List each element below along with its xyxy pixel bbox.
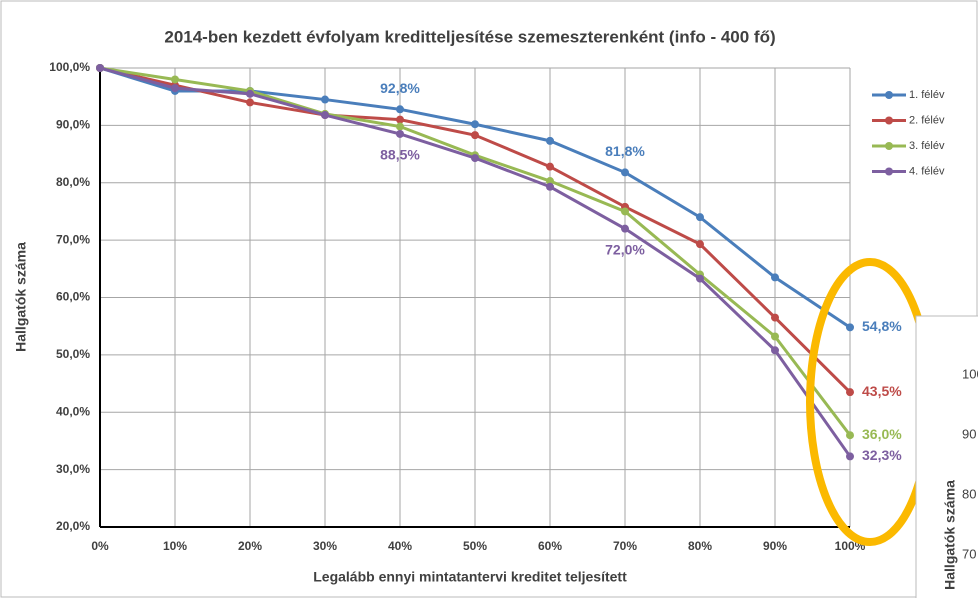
data-point	[771, 273, 779, 282]
overlay-fragment: 100 90 80 70 Hallgatók száma	[915, 315, 978, 598]
overlay-tick: 80	[962, 486, 976, 501]
y-axis-label: Hallgatók száma	[13, 242, 29, 352]
legend-label: 2. félév	[909, 114, 945, 126]
data-point	[546, 177, 554, 186]
data-label: 72,0%	[605, 241, 645, 257]
data-point	[321, 111, 329, 120]
overlay-tick: 90	[962, 426, 976, 441]
data-point	[546, 162, 554, 171]
data-label: 88,5%	[380, 147, 420, 163]
legend-marker	[885, 167, 893, 176]
data-point	[321, 95, 329, 104]
data-label: 54,8%	[862, 318, 902, 334]
data-label: 43,5%	[862, 383, 902, 399]
data-label: 92,8%	[380, 80, 420, 96]
data-point	[546, 136, 554, 145]
data-point	[696, 240, 704, 249]
overlay-tick: 70	[962, 546, 976, 561]
data-point	[171, 84, 179, 93]
data-point	[396, 105, 404, 114]
x-tick-label: 30%	[313, 539, 337, 553]
x-tick-label: 0%	[91, 539, 109, 553]
data-point	[471, 120, 479, 129]
x-axis-label: Legalább ennyi mintatantervi kreditet te…	[313, 569, 627, 585]
data-point	[396, 129, 404, 138]
data-label: 36,0%	[862, 426, 902, 442]
y-tick-label: 30,0%	[56, 462, 90, 476]
data-point	[621, 168, 629, 177]
y-tick-label: 80,0%	[56, 175, 90, 189]
x-tick-label: 50%	[463, 539, 487, 553]
data-point	[771, 313, 779, 322]
legend-marker	[885, 91, 893, 99]
legend-label: 3. félév	[909, 140, 945, 152]
data-point	[246, 98, 254, 107]
overlay-frame	[915, 315, 978, 598]
plot-area: 20,0% 30,0% 40,0% 50,0% 60,0% 70,0% 80,0% 90,0%…	[49, 60, 945, 553]
chart-title: 2014-ben kezdett évfolyam kreditteljesít…	[164, 27, 775, 46]
data-point	[771, 332, 779, 341]
data-point	[471, 154, 479, 163]
data-point	[396, 122, 404, 131]
y-tick-label: 40,0%	[56, 404, 90, 418]
y-tick-label: 90,0%	[56, 118, 90, 132]
y-tick-label: 70,0%	[56, 232, 90, 246]
data-point	[696, 274, 704, 283]
legend-label: 1. félév	[909, 89, 945, 101]
legend-marker	[885, 116, 893, 125]
y-tick-label: 50,0%	[56, 347, 90, 361]
x-tick-label: 60%	[538, 539, 562, 553]
data-point	[246, 89, 254, 98]
x-tick-label: 80%	[688, 539, 712, 553]
data-point	[546, 182, 554, 191]
y-tick-label: 60,0%	[56, 290, 90, 304]
overlay-y-label: Hallgatók száma	[942, 480, 958, 590]
legend-marker	[885, 142, 893, 150]
legend-label: 4. félév	[909, 165, 945, 177]
data-point	[621, 207, 629, 216]
data-point	[621, 224, 629, 233]
data-point	[846, 323, 854, 332]
x-tick-label: 70%	[613, 539, 637, 553]
data-point	[96, 64, 104, 72]
x-tick-label: 40%	[388, 539, 412, 553]
x-tick-label: 20%	[238, 539, 262, 553]
data-label: 32,3%	[862, 447, 902, 463]
data-point	[846, 431, 854, 440]
data-point	[471, 131, 479, 140]
data-point	[771, 346, 779, 355]
data-point	[846, 388, 854, 397]
data-point	[396, 115, 404, 124]
x-tick-label: 10%	[163, 539, 187, 553]
overlay-tick: 100	[962, 366, 978, 381]
y-tick-label: 20,0%	[56, 519, 90, 533]
data-point	[696, 213, 704, 222]
data-point	[171, 75, 179, 84]
data-point	[846, 452, 854, 461]
x-tick-label: 90%	[763, 539, 787, 553]
data-label: 81,8%	[605, 143, 645, 159]
y-tick-label: 100,0%	[49, 60, 90, 74]
